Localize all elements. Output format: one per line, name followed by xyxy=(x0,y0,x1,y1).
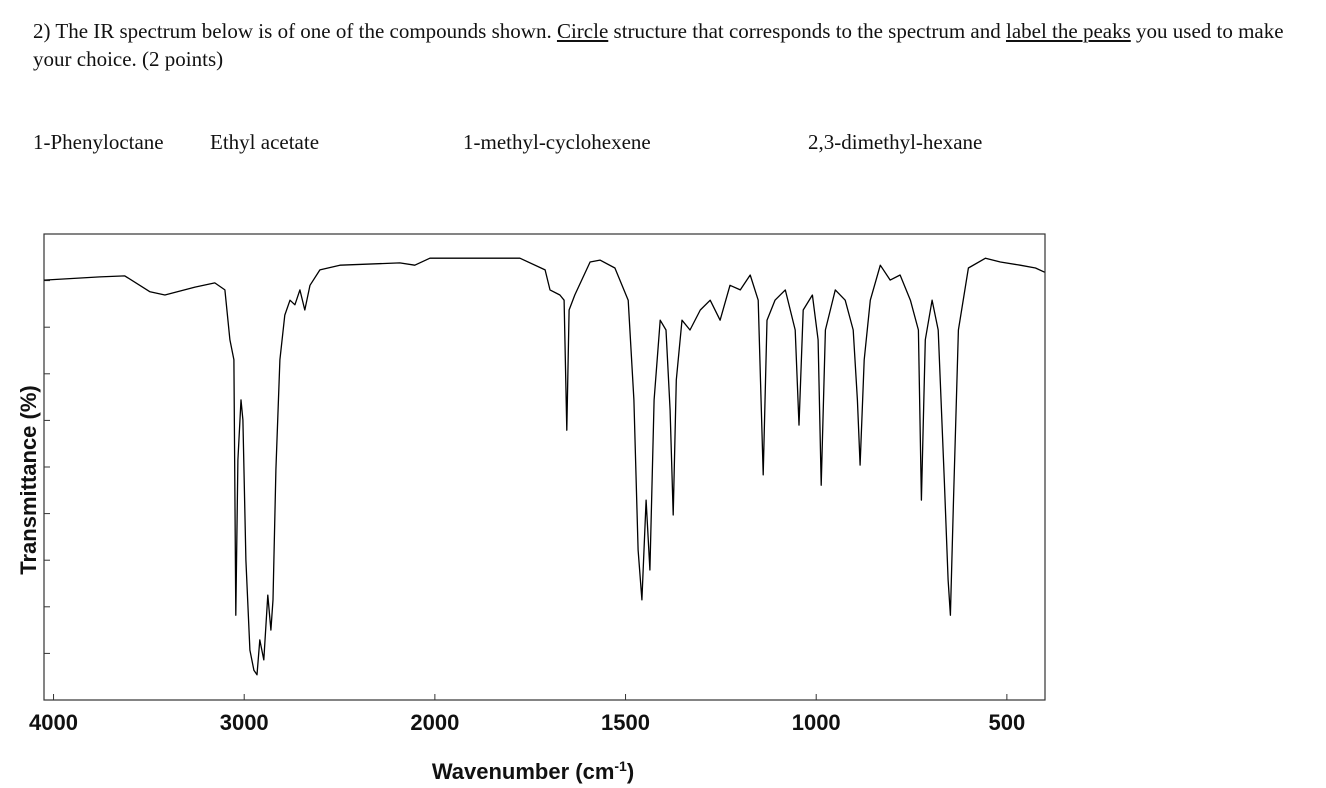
y-axis-label: Transmittance (%) xyxy=(16,385,41,575)
question-text: 2) The IR spectrum below is of one of th… xyxy=(33,19,557,43)
question: 2) The IR spectrum below is of one of th… xyxy=(33,17,1303,73)
x-axis-label-text: ) xyxy=(627,759,634,784)
x-axis-label-text: Wavenumber (cm xyxy=(432,759,615,784)
plot-frame xyxy=(43,233,1046,701)
spectrum-line xyxy=(43,257,1045,676)
question-text: label the peaks xyxy=(1005,19,1131,43)
question-text: Circle xyxy=(556,19,609,43)
x-tick-label: 500 xyxy=(989,710,1026,735)
compound: Ethyl acetate xyxy=(210,130,320,154)
x-tick-label: 1500 xyxy=(601,710,650,735)
x-tick-label: 4000 xyxy=(29,710,78,735)
compound: 2,3-dimethyl-hexane xyxy=(808,130,983,154)
compound: 1-methyl-cyclohexene xyxy=(463,130,651,154)
question-text: structure that corresponds to the spectr… xyxy=(608,19,1006,43)
x-tick-label: 3000 xyxy=(220,710,269,735)
compound: 1-Phenyloctane xyxy=(33,130,164,154)
question-text: you used to make your choice. (2 points) xyxy=(33,19,1284,71)
x-axis-label: Wavenumber (cm-1) xyxy=(432,758,634,784)
x-tick-label: 1000 xyxy=(792,710,841,735)
x-tick-label: 2000 xyxy=(410,710,459,735)
x-axis-label-sup: -1 xyxy=(614,758,627,774)
